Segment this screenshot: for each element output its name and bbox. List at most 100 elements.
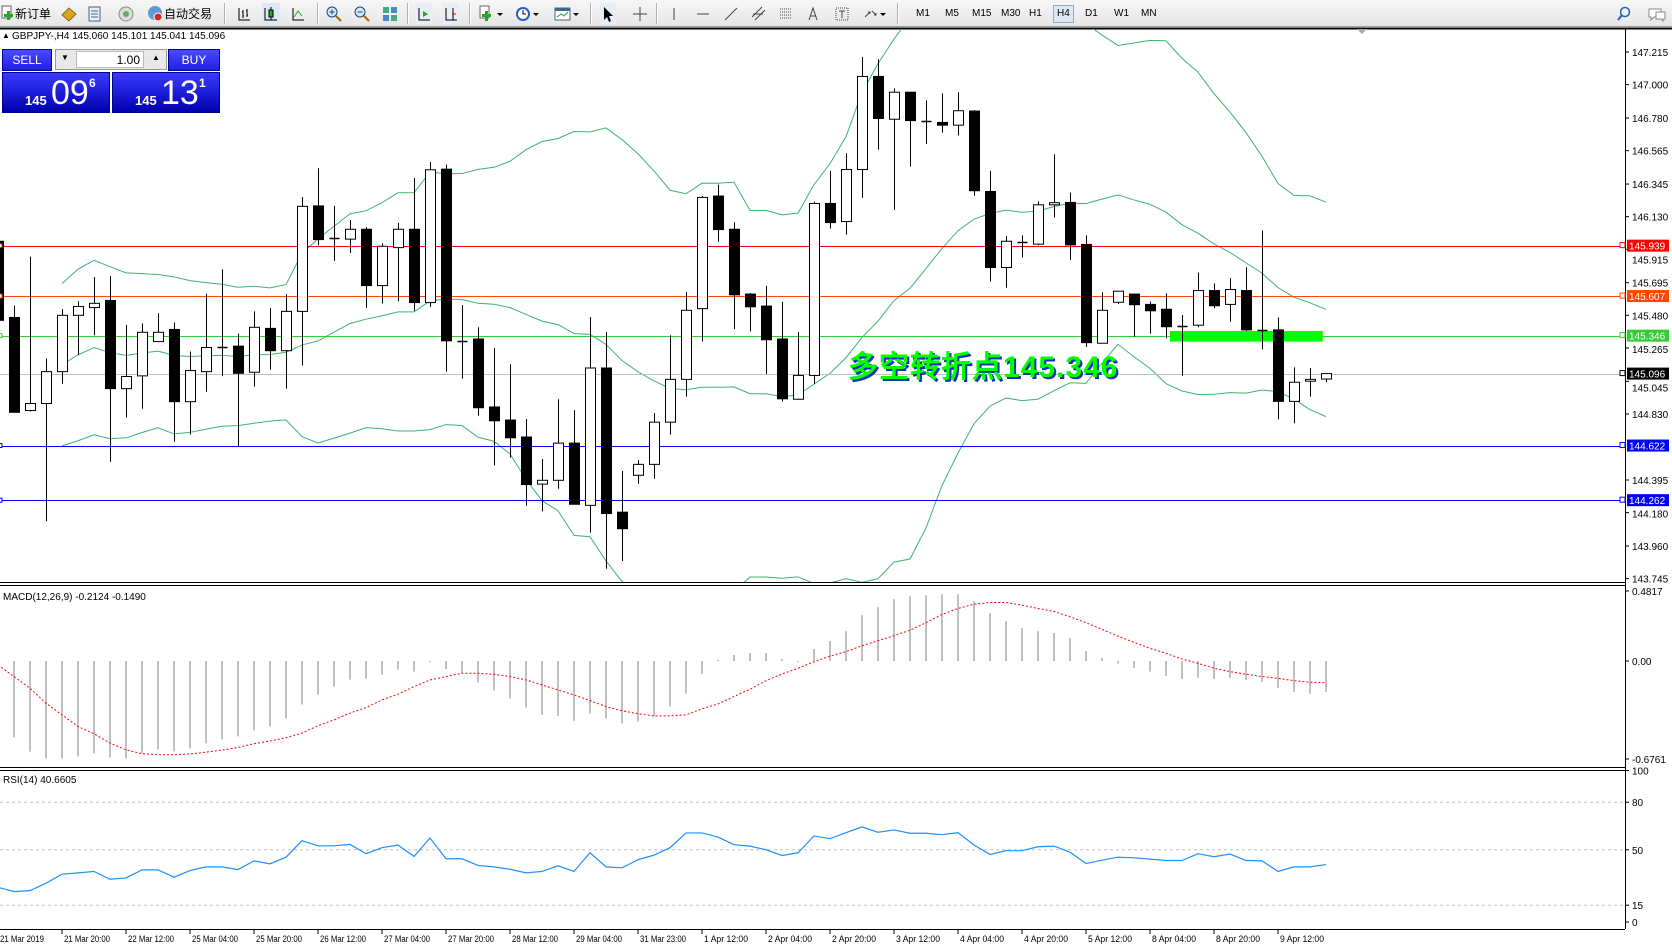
tile-windows-button[interactable] [381, 3, 399, 24]
market-watch-button[interactable] [60, 3, 78, 24]
pivot-annotation-text[interactable]: 多空转折点145.346 [848, 351, 1119, 384]
timeframe-h1[interactable]: H1 [1029, 8, 1042, 19]
horizontal-line-tool-button[interactable] [695, 3, 711, 24]
macd-histogram-bar [573, 661, 575, 721]
lot-size-stepper[interactable]: ▼ 1.00 ▲ [55, 49, 167, 70]
macd-histogram-bar [29, 661, 31, 752]
candle-body-bull [57, 314, 68, 373]
text-tool-button[interactable] [807, 3, 819, 24]
periods-button[interactable] [515, 3, 541, 24]
cursor-tool-button[interactable] [600, 3, 616, 24]
candle [201, 293, 212, 392]
candle [729, 222, 740, 330]
chart-shift-marker[interactable] [1357, 29, 1367, 34]
lot-size-input[interactable]: 1.00 [76, 51, 144, 68]
candle-body-bull [681, 309, 692, 380]
collapse-triangle-icon[interactable]: ▲ [2, 31, 10, 40]
candle-body-bear [105, 299, 116, 390]
candle [281, 294, 292, 389]
candle-body-bear [569, 442, 580, 505]
macd-histogram-bar [1053, 633, 1055, 661]
timeframe-m30[interactable]: M30 [1001, 8, 1021, 19]
templates-button[interactable] [554, 3, 580, 24]
candle [1273, 317, 1284, 420]
time-axis[interactable]: 21 Mar 2019 21 Mar 20:00 22 Mar 12:00 25 Ma… [0, 929, 1324, 945]
macd-histogram-bar [13, 661, 15, 738]
bar-chart-icon [236, 5, 252, 23]
search-button[interactable] [1616, 3, 1632, 24]
macd-histogram-bar [189, 661, 191, 749]
trendline-tool-button[interactable] [723, 3, 739, 24]
macd-histogram-bar [589, 661, 591, 714]
line-anchor-handle [0, 497, 3, 503]
rsi-line [0, 826, 1327, 893]
macd-histogram-bar [989, 613, 991, 661]
candle [761, 285, 772, 375]
candle-body-bear [761, 305, 772, 341]
candle-body-bull [1001, 240, 1012, 269]
price-axis[interactable]: 147.215 147.000 146.780 146.565 146.345 146.1… [1619, 48, 1669, 586]
macd-histogram-bar [669, 661, 671, 707]
sell-button[interactable]: SELL [2, 49, 52, 71]
chart-frame [0, 27, 1672, 930]
auto-trading-icon [146, 5, 164, 23]
crosshair-tool-button[interactable] [632, 3, 648, 24]
timeframe-m1[interactable]: M1 [916, 8, 930, 19]
new-order-icon [1, 5, 15, 23]
macd-histogram-bar [477, 661, 479, 683]
buy-button[interactable]: BUY [168, 49, 220, 71]
macd-histogram-bar [61, 661, 63, 759]
time-tick-label: 1 Apr 12:00 [704, 934, 748, 945]
sell-price-fraction: 6 [89, 76, 96, 90]
timeframe-w1[interactable]: W1 [1114, 8, 1129, 19]
indicators-button[interactable] [478, 3, 504, 24]
zoom-in-button[interactable] [325, 3, 343, 24]
candle-body-bear [777, 338, 788, 400]
candle [473, 327, 484, 416]
candle-body-bull [1113, 290, 1124, 303]
candle-body-bull [153, 331, 164, 343]
zoom-out-button[interactable] [353, 3, 371, 24]
candle [233, 333, 244, 446]
chart-shift-button[interactable] [443, 3, 459, 24]
macd-histogram-bar [1149, 661, 1151, 672]
fibonacci-tool-button[interactable] [778, 3, 796, 24]
candle [1209, 283, 1220, 309]
candle [121, 324, 132, 418]
auto-trading-button[interactable]: 自动交易 [146, 3, 212, 24]
candle-body-bear [825, 202, 836, 224]
vertical-line-tool-button[interactable] [669, 3, 679, 24]
new-order-button[interactable]: 新订单 [1, 3, 51, 24]
candle [873, 59, 884, 150]
bar-chart-button[interactable] [236, 3, 252, 24]
macd-histogram-bar [173, 661, 175, 752]
text-label-tool-button[interactable] [834, 3, 850, 24]
timeframe-d1[interactable]: D1 [1085, 8, 1098, 19]
text-label-icon [834, 5, 850, 23]
line-chart-button[interactable] [290, 3, 306, 24]
timeframe-m5[interactable]: M5 [945, 8, 959, 19]
candle-body-bear [169, 328, 180, 403]
candlestick-chart-button[interactable] [262, 3, 280, 24]
channel-tool-button[interactable] [750, 3, 768, 24]
candle-body-bull [73, 306, 84, 316]
rsi-tick-label: 50 [1632, 846, 1644, 857]
increase-lot-icon[interactable]: ▲ [152, 53, 160, 62]
data-window-button[interactable] [86, 3, 104, 24]
candle-body-bull [185, 370, 196, 403]
candle-body-bear [905, 91, 916, 122]
decrease-lot-icon[interactable]: ▼ [61, 53, 69, 62]
sell-price[interactable]: 145 09 6 [2, 72, 110, 113]
chat-button[interactable] [1646, 3, 1668, 24]
navigator-button[interactable] [117, 3, 135, 24]
candle [745, 293, 756, 332]
timeframe-mn[interactable]: MN [1141, 8, 1157, 19]
timeframe-m15[interactable]: M15 [972, 8, 992, 19]
timeframe-h4[interactable]: H4 [1053, 5, 1074, 23]
macd-histogram-bar [125, 661, 127, 759]
buy-price[interactable]: 145 13 1 [112, 72, 220, 113]
arrows-tool-button[interactable] [862, 3, 888, 24]
candle [985, 170, 996, 282]
auto-scroll-button[interactable] [416, 3, 432, 24]
